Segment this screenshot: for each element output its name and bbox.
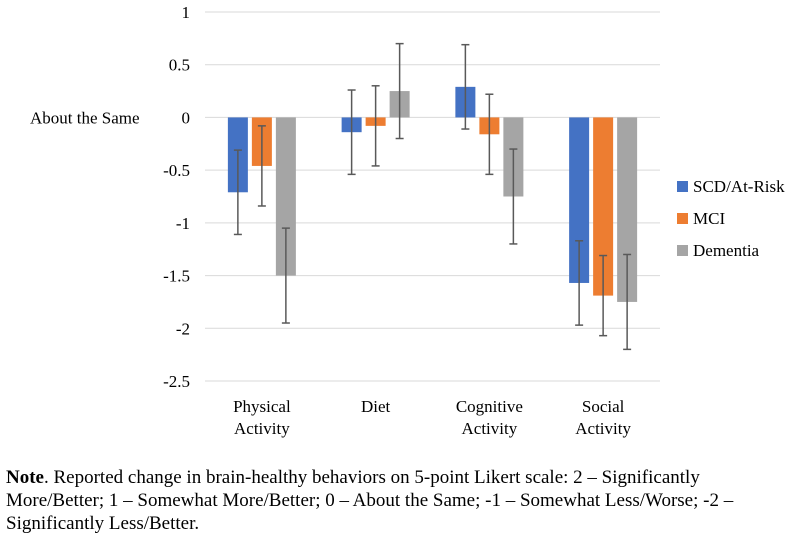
legend-label: MCI [693,209,725,228]
x-tick-label-line: Activity [462,419,518,438]
note-label: Note [6,467,44,488]
x-tick-label: Physical Activity [233,397,291,438]
x-tick-label: Cognitive Activity [456,397,523,438]
x-tick-label-line: Diet [361,397,391,416]
legend-label: SCD/At-Risk [693,177,785,196]
bar [275,117,296,276]
legend-swatch [677,181,688,192]
legend: SCD/At-Risk MCI Dementia [677,177,785,260]
bar [569,117,590,283]
x-tick-label-line: Activity [234,419,290,438]
bar [617,117,638,302]
y-tick-label: 1 [182,3,191,22]
x-tick-label: Diet [361,397,391,416]
x-tick-label-line: Cognitive [456,397,523,416]
y-tick-label: 0 [182,108,191,127]
bars [227,86,638,302]
y-tick-label: -2.5 [163,372,190,391]
y-tick-label: -0.5 [163,161,190,180]
legend-swatch [677,213,688,224]
y-tick-label: -2 [176,319,190,338]
figure-note: Note. Reported change in brain-healthy b… [6,466,796,535]
bar [593,117,614,296]
y-tick-label: -1.5 [163,267,190,286]
x-tick-label-line: Social [582,397,625,416]
zero-annotation: About the Same [30,108,140,127]
x-tick-label-line: Activity [575,419,631,438]
y-tick-label: 0.5 [169,56,190,75]
legend-label: Dementia [693,241,760,260]
error-bars [233,42,632,351]
bar-chart: 1 0.5 0 -0.5 -1 -1.5 -2 -2.5 About the Same Phy… [30,3,785,438]
note-text: . Reported change in brain-healthy behav… [6,467,734,534]
y-tick-label: -1 [176,214,190,233]
x-tick-label: Social Activity [575,397,631,438]
legend-swatch [677,245,688,256]
y-axis-ticks: 1 0.5 0 -0.5 -1 -1.5 -2 -2.5 [163,3,190,391]
gridlines [205,11,660,382]
x-tick-label-line: Physical [233,397,291,416]
